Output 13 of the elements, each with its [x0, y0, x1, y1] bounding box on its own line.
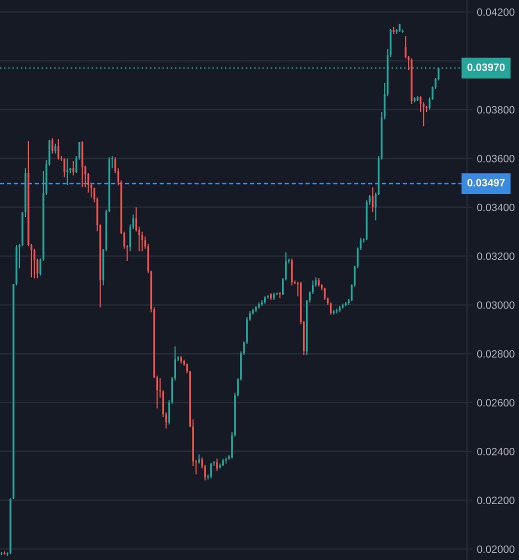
y-tick-label: 0.03800	[477, 106, 514, 114]
y-tick-label: 0.03600	[477, 154, 514, 162]
y-tick-label: 0.03400	[477, 204, 514, 212]
ref-line-label: 0.03970	[467, 63, 505, 71]
ref-line-label: 0.03497	[467, 178, 505, 186]
y-tick-label: 0.02400	[477, 448, 514, 456]
y-tick-label: 0.02800	[477, 350, 514, 358]
y-tick-label: 0.04200	[477, 8, 514, 16]
y-tick-label: 0.02200	[477, 496, 514, 504]
y-tick-label: 0.02000	[477, 545, 514, 553]
y-tick-label: 0.03200	[477, 252, 514, 260]
y-tick-label: 0.02600	[477, 399, 514, 406]
y-tick-label: 0.03000	[477, 301, 514, 309]
